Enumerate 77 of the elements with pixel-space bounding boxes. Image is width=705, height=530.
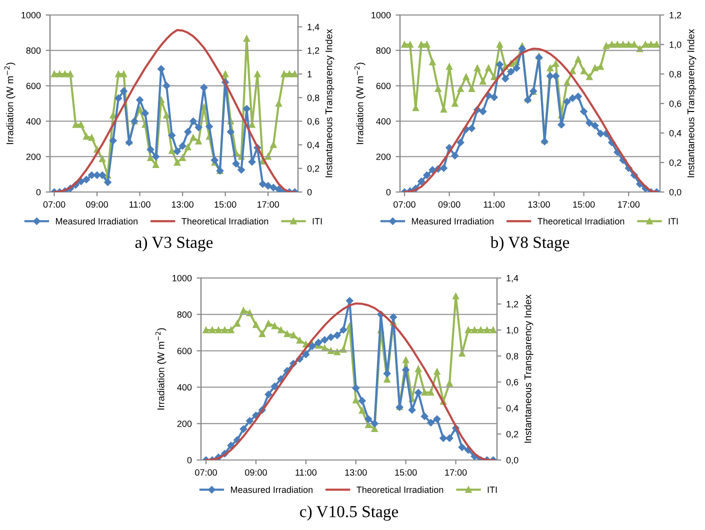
x-tick-label: 15:00 [573,201,595,208]
legend-label: Theoretical Irradiation [182,218,268,224]
x-tick-label: 13:00 [172,201,194,208]
x-tick-label: 07:00 [43,201,66,208]
y-tick-label: 600 [26,82,41,90]
y-axis-title: Irradiation (W m$^{−2}$) [155,328,166,410]
y-axis-title: Irradiation (W m$^{−2}$) [4,62,16,144]
y2-tick-label: 0,4 [307,142,320,150]
y2-tick-label: 0,2 [506,430,518,438]
x-tick-label: 13:00 [528,201,550,208]
y2-tick-label: 0,6 [669,100,682,108]
y-tick-label: 0 [36,188,41,196]
y-tick-label: 0 [386,188,391,196]
y-tick-label: 400 [177,384,192,391]
y2-tick-label: 0,0 [669,188,682,196]
legend-label: Measured Irradiation [412,218,494,224]
y-tick-label: 800 [26,47,41,54]
y2-tick-label: 1,0 [506,326,518,334]
legend-label: ITI [312,218,322,224]
y2-tick-label: 0,0 [506,456,518,464]
x-tick-label: 17:00 [618,201,640,208]
y2-tick-label: 0,4 [669,130,682,138]
y2-tick-label: 0,8 [669,70,682,78]
y-tick-label: 1000 [172,274,192,282]
y2-tick-label: 1,0 [670,41,682,49]
y2-tick-label: 0,4 [506,404,518,412]
y-tick-label: 400 [26,118,41,125]
y2-tick-label: 1,2 [506,300,518,308]
legend-label: Measured Irradiation [56,218,138,224]
y2-tick-label: 0,8 [307,94,320,102]
y-tick-label: 400 [376,118,391,125]
x-tick-label: 07:00 [195,469,217,476]
legend-label: ITI [488,486,497,493]
y-tick-label: 800 [376,47,391,54]
y-tick-label: 0 [187,456,192,464]
y2-axis-title: Instantaneous Transparency Index [524,294,534,443]
legend-label: ITI [668,218,678,224]
x-tick-label: 09:00 [245,469,267,476]
y-tick-label: 1000 [372,12,391,18]
x-tick-label: 11:00 [296,469,317,476]
legend-label: Measured Irradiation [230,486,312,493]
x-tick-label: 11:00 [484,201,505,208]
x-tick-label: 13:00 [345,469,367,476]
y2-tick-label: 0,6 [506,378,518,386]
x-tick-label: 09:00 [438,201,460,208]
y-axis-title: Irradiation (W m$^{−2}$) [354,62,366,144]
y2-tick-label: 0,2 [307,165,320,173]
y2-axis-title: Instantaneous Transparency Index [325,29,334,178]
y2-tick-label: 0 [307,188,312,196]
y-tick-label: 200 [26,154,41,160]
y2-tick-label: 0,2 [669,159,682,167]
y2-tick-label: 0,8 [506,352,518,360]
x-tick-label: 15:00 [395,469,417,476]
x-tick-label: 07:00 [394,201,416,208]
text: c) V10.5 Stage [300,506,398,521]
y-tick-label: 600 [376,82,391,90]
y-tick-label: 600 [177,348,192,354]
legend-label: Theoretical Irradiation [538,218,624,224]
y2-tick-label: 1 [308,71,312,78]
x-tick-label: 09:00 [86,201,108,208]
y2-axis-title: Instantaneous Transparency Index [687,29,696,178]
text: b) V8 Stage [490,236,570,252]
legend-label: Theoretical Irradiation [356,486,444,493]
y2-tick-label: 1,4 [506,275,518,282]
y2-tick-label: 1,2 [308,47,320,55]
x-tick-label: 11:00 [130,201,150,208]
y2-tick-label: 0,6 [307,118,320,126]
y-tick-label: 1000 [22,12,41,18]
y-tick-label: 200 [376,154,391,160]
text: a) V3 Stage [135,236,213,252]
x-tick-label: 15:00 [214,201,236,208]
y-tick-label: 200 [177,420,192,427]
y2-tick-label: 1,4 [308,24,320,32]
y-tick-label: 800 [177,311,192,318]
y2-tick-label: 1,2 [670,12,682,20]
x-tick-label: 17:00 [445,469,467,476]
x-tick-label: 17:00 [257,201,280,208]
